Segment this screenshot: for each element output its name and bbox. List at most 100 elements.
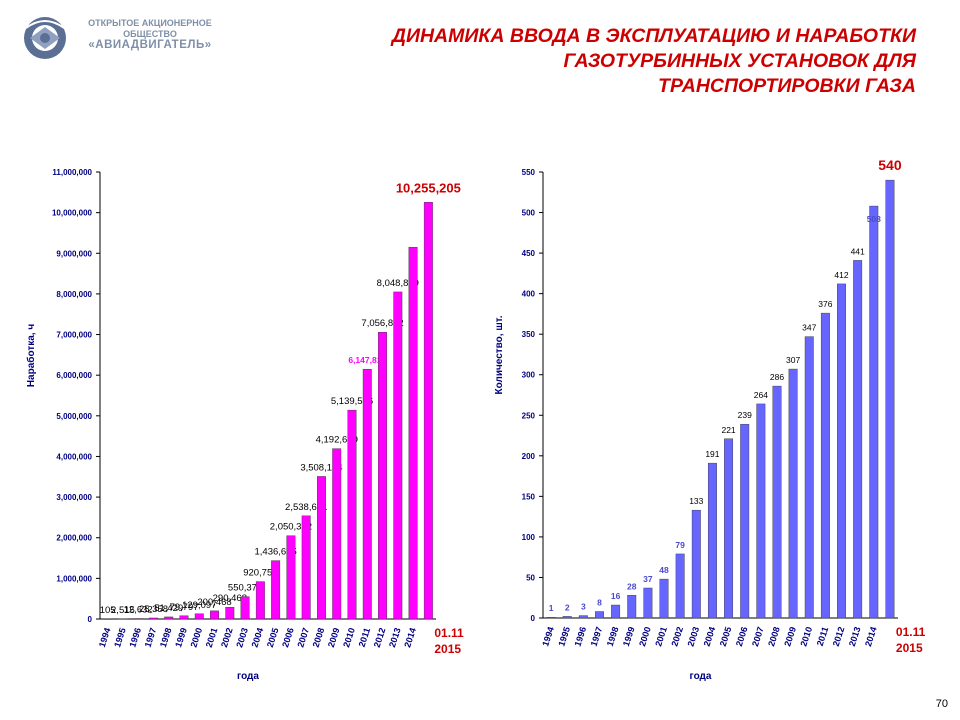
right-bar [562, 616, 572, 619]
title-line-3: ТРАНСПОРТИРОВКИ ГАЗА [658, 75, 916, 97]
right-bar [691, 509, 701, 619]
right-y-tick-label: 300 [522, 371, 536, 380]
left-bar [408, 246, 418, 620]
left-y-tick-label: 3,000,000 [56, 493, 92, 502]
left-bar [423, 202, 433, 620]
left-data-label: 290,468 [213, 593, 247, 604]
right-bar [885, 179, 895, 619]
left-bar [149, 617, 158, 620]
right-y-tick-label: 450 [522, 249, 536, 258]
right-x-tick-label: 1995 [556, 626, 572, 648]
left-data-label: 6,147,815 [348, 355, 386, 365]
left-data-label: 920,753 [243, 568, 277, 579]
right-x-tick-label: 1994 [540, 626, 556, 648]
left-data-label: 105 [100, 605, 116, 616]
right-last-date-line1: 01.11 [896, 625, 926, 639]
left-bar [301, 515, 311, 620]
right-bar [740, 423, 750, 619]
left-y-axis-title: Наработка, ч [25, 324, 37, 388]
right-bar [788, 368, 798, 619]
left-x-tick-label: 2014 [402, 627, 418, 649]
right-data-label: 347 [802, 323, 816, 333]
left-bar [194, 613, 204, 620]
right-y-axis-title: Количество, шт. [494, 315, 505, 394]
right-data-label: 286 [770, 372, 784, 382]
left-x-tick-label: 1994 [97, 627, 113, 649]
right-x-tick-label: 2010 [798, 626, 814, 648]
company-name: ОТКРЫТОЕ АКЦИОНЕРНОЕ ОБЩЕСТВО «АВИАДВИГА… [70, 18, 230, 51]
right-data-label: 79 [675, 540, 685, 550]
left-bar [118, 618, 128, 620]
page-title: ДИНАМИКА ВВОДА В ЭКСПЛУАТАЦИЮ И НАРАБОТК… [296, 24, 916, 99]
right-bar [595, 611, 604, 619]
left-x-tick-label: 2007 [295, 627, 311, 649]
right-x-tick-label: 2002 [669, 626, 685, 648]
right-bar [675, 553, 685, 619]
left-x-tick-label: 2000 [188, 627, 204, 649]
right-data-label: 2 [565, 602, 570, 612]
right-x-tick-label: 2005 [718, 626, 734, 648]
left-bar [255, 581, 265, 620]
left-bar [271, 560, 281, 620]
left-bar [378, 332, 387, 620]
left-y-tick-label: 4,000,000 [56, 452, 92, 461]
right-bar [546, 616, 556, 619]
left-data-label: 7,056,862 [361, 318, 403, 329]
right-bar [707, 462, 717, 619]
right-data-label: 264 [754, 390, 768, 400]
left-bar [332, 448, 342, 620]
left-x-tick-label: 2002 [219, 627, 235, 649]
right-x-tick-label: 1999 [621, 626, 637, 648]
left-y-tick-label: 7,000,000 [56, 331, 92, 340]
left-x-tick-label: 2011 [357, 627, 373, 649]
right-data-label: 8 [597, 598, 602, 608]
right-bar [578, 615, 588, 619]
left-bar [164, 616, 174, 620]
right-y-tick-label: 550 [522, 168, 536, 177]
right-y-tick-label: 0 [531, 614, 536, 623]
left-x-tick-label: 2005 [265, 627, 281, 649]
left-last-date-line1: 01.11 [434, 626, 464, 640]
left-bar [347, 409, 357, 620]
right-y-tick-label: 50 [526, 573, 535, 582]
left-data-label: 550,374 [228, 583, 262, 594]
right-x-tick-label: 1997 [589, 626, 605, 648]
left-y-tick-label: 10,000,000 [52, 209, 93, 218]
left-y-tick-label: 5,000,000 [56, 412, 92, 421]
right-x-tick-label: 2008 [766, 626, 782, 648]
title-line-1: ДИНАМИКА ВВОДА В ЭКСПЛУАТАЦИЮ И НАРАБОТК… [391, 25, 916, 47]
right-x-tick-label: 2013 [847, 626, 863, 648]
left-data-label: 2,515 [111, 605, 135, 616]
left-data-label: 3,508,164 [300, 462, 342, 473]
left-x-tick-label: 2006 [280, 627, 296, 649]
right-x-tick-label: 2014 [863, 626, 879, 648]
right-x-tick-label: 2004 [702, 626, 718, 648]
right-x-tick-label: 2012 [831, 626, 847, 648]
left-bar [179, 615, 189, 620]
left-y-tick-label: 8,000,000 [56, 290, 92, 299]
left-data-label: 129,097 [182, 600, 216, 611]
right-x-axis-title: года [690, 671, 712, 682]
right-data-label: 28 [627, 581, 637, 591]
right-x-tick-label: 2000 [637, 626, 653, 648]
right-x-tick-label: 2011 [815, 626, 831, 648]
right-data-label: 307 [786, 355, 800, 365]
left-data-label: 51,429 [154, 603, 183, 614]
right-x-tick-label: 2007 [750, 626, 766, 648]
left-x-tick-label: 1997 [143, 627, 159, 649]
right-data-label: 376 [818, 299, 832, 309]
left-bar [225, 606, 235, 620]
right-data-label: 3 [581, 602, 586, 612]
left-x-tick-label: 1999 [173, 627, 189, 649]
right-data-label: 412 [834, 270, 848, 280]
left-bar [286, 535, 296, 620]
left-data-label: 4,192,680 [316, 435, 358, 446]
right-bar [756, 403, 766, 619]
right-x-tick-label: 2009 [782, 626, 798, 648]
left-y-tick-label: 1,000,000 [56, 574, 92, 583]
org-line-1: ОТКРЫТОЕ АКЦИОНЕРНОЕ [88, 18, 212, 28]
right-data-label: 508 [867, 214, 881, 224]
page-number: 70 [935, 698, 948, 710]
left-x-tick-label: 2001 [204, 627, 220, 649]
